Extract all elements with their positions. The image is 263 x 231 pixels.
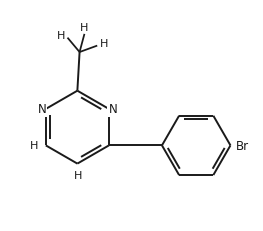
- Text: Br: Br: [236, 139, 249, 152]
- Text: H: H: [74, 170, 83, 180]
- Text: H: H: [80, 23, 89, 33]
- Text: H: H: [57, 31, 65, 41]
- Text: N: N: [109, 103, 117, 116]
- Text: N: N: [37, 103, 46, 116]
- Text: H: H: [100, 39, 108, 49]
- Text: H: H: [29, 141, 38, 151]
